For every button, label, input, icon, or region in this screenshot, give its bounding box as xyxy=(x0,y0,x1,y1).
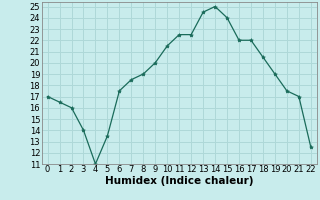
X-axis label: Humidex (Indice chaleur): Humidex (Indice chaleur) xyxy=(105,176,253,186)
